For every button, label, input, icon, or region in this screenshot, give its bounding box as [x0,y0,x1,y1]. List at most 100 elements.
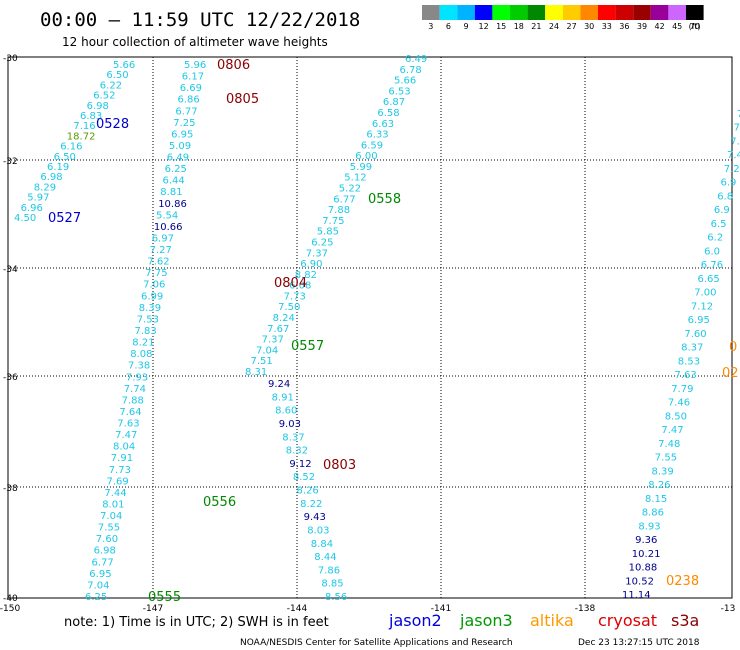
legend-tick-label: 30 [584,22,594,31]
pass-label: 0804 [274,276,307,291]
wave-height-value: 7.37 [306,248,328,259]
credit-text: NOAA/NESDIS Center for Satellite Applica… [240,638,513,648]
wave-height-value: 8.53 [678,356,700,367]
wave-height-value: 6.0 [704,246,720,257]
wave-height-value: 7.5 [734,123,740,134]
satellite-label-jason2: jason2 [388,611,442,630]
wave-height-value: 6.77 [92,557,114,568]
wave-height-value: 10.21 [632,549,661,560]
wave-height-value: 7.55 [98,523,120,534]
wave-height-value: 7.46 [668,398,690,409]
pass-label: 0556 [203,495,236,510]
wave-height-value: 7.37 [262,335,284,346]
wave-height-value: 8.85 [321,579,343,590]
satellite-label-altika: altika [530,611,574,630]
legend-tick-label: 42 [655,22,665,31]
legend-swatch [545,5,563,20]
wave-height-value: 7.4 [727,150,740,161]
wave-height-value: 7.55 [655,453,677,464]
legend-tick-label: 24 [549,22,559,31]
legend-swatch [633,5,651,20]
legend-tick-label: 70 [690,22,700,31]
lat-label: -38 [3,484,18,494]
wave-height-value: 8.24 [273,313,295,324]
legend-tick-label: 27 [567,22,577,31]
wave-height-value: 8.15 [645,494,667,505]
wave-height-value: 9.36 [635,535,657,546]
pass-label: 0803 [323,458,356,473]
wave-height-value: 6.77 [333,194,355,205]
wave-height-value: 10.66 [154,222,183,233]
wave-height-value: 7.38 [128,361,150,372]
wave-height-value: 6.65 [698,274,720,285]
wave-height-value: 7.12 [691,301,713,312]
wave-height-value: 8.21 [132,338,154,349]
wave-height-value: 7.00 [694,288,716,299]
pass-label: 0528 [96,117,129,132]
wave-height-value: 5.09 [169,141,191,152]
color-legend: 3 6 9 12 15 18 21 24 27 30 33 36 39 42 45 70(ft) [422,5,704,31]
wave-height-value: 5.22 [339,184,361,195]
wave-height-value: 7.73 [284,291,306,302]
wave-height-value: 8.26 [297,486,319,497]
legend-swatch [492,5,510,20]
wave-height-value: 7.74 [124,384,146,395]
pass-label: 0805 [226,92,259,107]
lon-axis-labels: -150 -147 -144 -141 -138 -13 [0,604,735,614]
legend-swatch [598,5,616,20]
wave-height-value: 5.85 [317,227,339,238]
lat-label: -40 [3,594,18,604]
wave-height-value: 6.25 [85,592,107,603]
legend-tick-label: 18 [514,22,524,31]
legend-unit-label: (ft) [689,22,701,31]
legend-swatch [457,5,475,20]
lon-label: -13 [721,604,736,614]
wave-height-value: 6.49 [405,54,427,65]
wave-height-value: 7.83 [135,326,157,337]
wave-height-value: 6.8 [717,191,733,202]
wave-height-value: 8.82 [295,270,317,281]
wave-height-value: 8.31 [245,367,267,378]
wave-height-value: 6.98 [40,172,62,183]
wave-height-value: 7.88 [328,205,350,216]
legend-tick-label: 12 [479,22,489,31]
wave-height-value: 8.81 [160,187,182,198]
pass-label: 0 [729,340,737,355]
pass-label: 02 [722,366,739,381]
lon-label: -147 [143,604,163,614]
wave-height-value: 6.95 [89,569,111,580]
pass-label: 0557 [291,339,324,354]
legend-tick-label: 21 [531,22,541,31]
pass-label: 0527 [48,211,81,226]
wave-height-value: 7.73 [109,465,131,476]
legend-swatch [668,5,686,20]
wave-height-value: 6.95 [688,315,710,326]
legend-tick-label: 6 [446,22,451,31]
wave-height-value: 5.66 [394,76,416,87]
legend-swatch [527,5,546,20]
wave-height-value: 5.54 [156,210,178,221]
wave-height-value: 7.47 [661,425,683,436]
wave-height-value: 6.98 [87,101,109,112]
wave-height-value: 7.63 [117,419,139,430]
wave-height-value: 8.93 [638,521,660,532]
timestamp-text: Dec 23 13:27:15 UTC 2018 [578,638,700,648]
wave-height-value: 6.77 [175,106,197,117]
lon-label: -144 [287,604,308,614]
wave-height-value: 6.83 [80,111,102,122]
wave-height-value: 8.22 [300,499,322,510]
wave-height-value: 7.91 [111,453,133,464]
wave-height-value: 8.04 [113,442,135,453]
wave-height-value: 6.58 [377,108,399,119]
wave-height-value: 7.06 [143,280,165,291]
wave-height-value: 7.62 [147,257,169,268]
wave-height-tracks: 5.666.506.226.526.986.837.1618.726.166.5… [14,54,740,603]
wave-height-value: 8.32 [286,446,308,457]
lon-label: -150 [0,604,20,614]
wave-height-value: 11.14 [622,590,651,601]
wave-height-value: 7.69 [107,476,129,487]
legend-swatch [510,5,528,20]
wave-height-value: 6.90 [300,259,322,270]
legend-tick-label: 15 [496,22,506,31]
map-subtitle: 12 hour collection of altimeter wave hei… [62,35,328,49]
